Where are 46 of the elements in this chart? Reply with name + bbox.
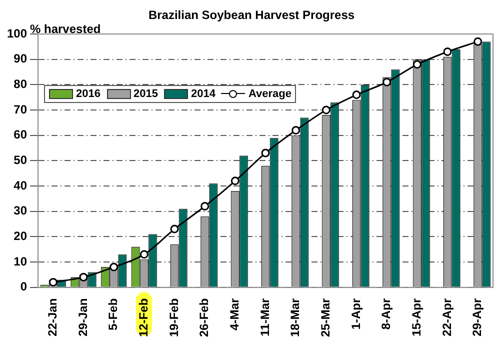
y-tick-label: 20: [14, 228, 28, 243]
x-tick-label: 22-Jan: [46, 298, 60, 336]
x-tick-label: 12-Feb: [136, 298, 150, 338]
y-tick-label: 70: [14, 102, 28, 116]
chart-title: Brazilian Soybean Harvest Progress: [147, 8, 356, 22]
x-tick-label: 8-Apr: [379, 298, 394, 330]
point: [230, 176, 240, 186]
x-tick-label: 15-Apr: [409, 298, 424, 336]
x-tick-label: 18-Mar: [288, 298, 302, 338]
x-tick-label: 22-Apr: [440, 298, 454, 336]
point: [261, 148, 270, 158]
x-tick-label: 19-Feb: [166, 298, 181, 338]
x-tick-label: 5-Feb: [106, 298, 120, 330]
y-tick-label: 10: [14, 254, 28, 268]
point: [110, 262, 118, 272]
point: [382, 78, 392, 86]
point: [200, 202, 210, 211]
legend-label: 2016: [76, 88, 100, 100]
y-tick-label: 90: [14, 52, 28, 66]
y-axis-title: % harvested: [30, 22, 101, 36]
x-tick-label: 11-Mar: [258, 298, 272, 336]
x-tick-label: 29-Jan: [76, 298, 90, 336]
x-tick-label: 4-Mar: [227, 298, 242, 330]
x-tick-label: 26-Feb: [197, 298, 212, 338]
legend-label: Average: [248, 88, 292, 100]
y-tick-label: 80: [14, 76, 28, 91]
point: [443, 47, 452, 56]
y-tick-label: 50: [14, 152, 28, 167]
legend-label: 2014: [190, 88, 216, 100]
y-tick-label: 100: [6, 26, 28, 40]
x-tick-label: 1-Apr: [348, 298, 363, 330]
y-tick-label: 60: [14, 128, 28, 142]
point: [352, 90, 361, 100]
point: [322, 106, 330, 114]
y-tick-label: 30: [14, 204, 28, 218]
point: [140, 250, 148, 259]
legend-label: 2015: [134, 88, 158, 100]
point: [474, 37, 482, 46]
x-tick-label: 29-Apr: [470, 298, 484, 336]
x-tick-label: 25-Mar: [318, 298, 332, 338]
y-tick-label: 0: [20, 280, 28, 294]
point: [412, 60, 422, 69]
y-tick-label: 40: [14, 178, 28, 192]
point: [170, 224, 179, 234]
point: [79, 272, 88, 282]
point: [292, 126, 300, 135]
